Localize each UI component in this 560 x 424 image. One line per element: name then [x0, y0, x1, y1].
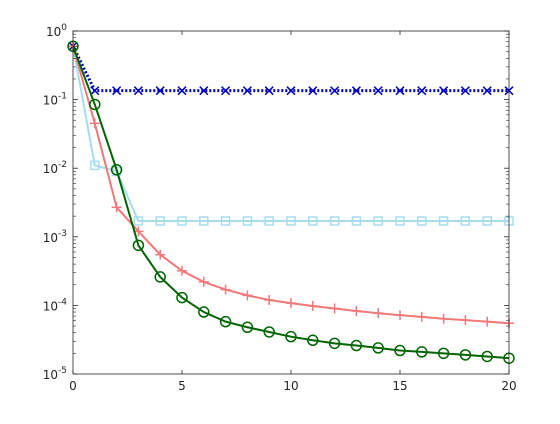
series-3-point	[89, 118, 100, 129]
series-1-point	[308, 86, 318, 96]
series-3-point	[395, 310, 405, 321]
y-tick-label: 100	[46, 23, 67, 39]
series-3-point	[460, 315, 471, 326]
series-2-point	[395, 216, 405, 226]
x-tick-label: 15	[392, 379, 407, 393]
series-4-point	[219, 315, 232, 328]
series-1-point	[417, 86, 427, 96]
series-1-point	[351, 86, 361, 96]
series-4-point	[437, 347, 450, 360]
series-4-point	[350, 339, 363, 352]
series-2-point	[220, 216, 231, 226]
x-tick-label: 20	[501, 379, 516, 393]
series-3-point	[264, 294, 275, 305]
series-3-point	[416, 311, 427, 322]
series-2-line	[72, 46, 509, 222]
series-2-point	[155, 216, 165, 226]
series-3-point	[438, 313, 449, 324]
series-2-point	[286, 216, 296, 226]
series-1-point	[221, 86, 231, 96]
series-1-point	[242, 86, 252, 96]
series-3-point	[198, 276, 209, 287]
series-3-point	[220, 284, 231, 295]
series-1-point	[90, 86, 100, 96]
series-1-point	[112, 86, 122, 96]
series-3-point	[329, 303, 340, 314]
series-1-point	[330, 86, 340, 96]
series-3-point	[155, 249, 166, 260]
series-4-point	[481, 350, 493, 363]
y-tick-label: 10-5	[43, 366, 67, 382]
series-4-point	[89, 98, 101, 111]
series-4-point	[110, 163, 123, 176]
series-2-point	[177, 216, 187, 226]
series-1-point	[133, 86, 143, 96]
series-4-point	[263, 326, 275, 338]
series-4-point	[307, 334, 319, 347]
series-3-point	[373, 308, 384, 319]
x-tick-label: 0	[69, 379, 77, 393]
series-1-point	[439, 86, 449, 96]
plot-background	[73, 31, 509, 374]
series-1-point	[395, 86, 405, 96]
series-3-point	[482, 316, 493, 327]
series-3-point	[307, 301, 318, 312]
series-1-point	[286, 86, 296, 96]
series-1-point	[264, 86, 274, 96]
series-2-point	[460, 216, 471, 226]
series-1-point	[482, 86, 492, 96]
series-4-point	[416, 346, 428, 358]
series-4-point	[176, 291, 188, 304]
series-1-point	[460, 86, 470, 96]
series-4-point	[328, 337, 341, 350]
series-3-point	[111, 202, 122, 213]
series-3-point	[351, 305, 362, 316]
series-2-point	[373, 216, 383, 226]
series-2-point	[351, 216, 362, 226]
series-1-point	[177, 86, 187, 96]
series-4-point	[394, 344, 406, 357]
series-1-point	[199, 86, 209, 96]
series-4-point	[285, 330, 297, 343]
series-4-point	[154, 271, 166, 283]
series-1-point	[155, 86, 165, 96]
series-2-point	[242, 216, 253, 226]
series-4-point	[372, 342, 384, 354]
y-tick-label: 10-4	[43, 297, 68, 313]
series-4-line	[72, 45, 510, 360]
series-2-point	[482, 216, 492, 226]
series-3-point	[177, 265, 187, 276]
series-2-point	[417, 216, 427, 226]
x-tick-label: 10	[283, 379, 298, 393]
x-tick-label: 5	[178, 379, 186, 393]
series-4-point	[459, 349, 472, 361]
axes-layer: 0 5 10 15 20 10-5 10-4 10-3 10-2 10-1 100	[43, 23, 517, 393]
series-4-point	[241, 321, 254, 334]
series-2-point	[133, 216, 144, 226]
series-2-point	[264, 216, 274, 226]
series-1-point	[373, 86, 383, 96]
y-tick-label: 10-1	[43, 92, 67, 108]
series-3-point	[242, 290, 253, 301]
series-3-point	[286, 298, 296, 309]
series-4-point	[198, 306, 210, 318]
series-2-point	[199, 216, 209, 226]
y-tick-label: 10-2	[43, 160, 67, 176]
series-2-point	[90, 160, 100, 171]
series-2-point	[438, 216, 449, 226]
series-4-point	[132, 239, 145, 252]
series-2-point	[308, 216, 318, 226]
series-2-point	[329, 216, 340, 226]
y-tick-label: 10-3	[43, 229, 67, 245]
